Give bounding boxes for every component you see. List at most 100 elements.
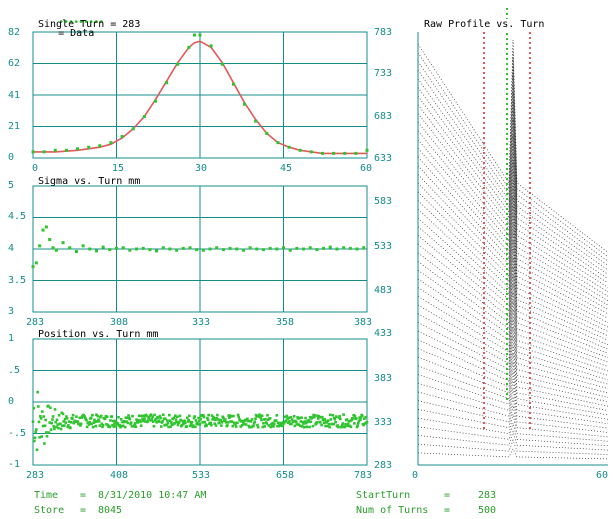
data-point bbox=[187, 418, 190, 422]
data-point bbox=[231, 424, 235, 428]
data-point bbox=[168, 419, 172, 423]
data-point bbox=[142, 115, 146, 119]
data-point bbox=[306, 420, 310, 423]
data-point bbox=[290, 418, 294, 421]
data-point bbox=[136, 421, 140, 424]
data-point bbox=[304, 416, 307, 420]
data-point bbox=[76, 420, 80, 423]
data-point bbox=[309, 150, 313, 154]
data-point bbox=[145, 414, 148, 418]
data-point bbox=[173, 414, 177, 418]
data-point bbox=[196, 421, 199, 425]
data-point bbox=[334, 420, 337, 424]
data-point bbox=[288, 420, 291, 423]
data-point bbox=[71, 417, 74, 420]
profile-line bbox=[417, 344, 609, 407]
data-point bbox=[202, 413, 205, 417]
profile-line bbox=[417, 405, 609, 438]
data-point bbox=[276, 424, 279, 428]
data-point bbox=[141, 246, 145, 250]
data-point bbox=[98, 144, 102, 148]
data-point bbox=[79, 422, 83, 426]
data-point bbox=[155, 249, 159, 253]
data-point bbox=[332, 422, 335, 426]
profile-line bbox=[417, 231, 609, 350]
data-point bbox=[33, 439, 36, 443]
data-point bbox=[198, 419, 201, 423]
data-point bbox=[319, 415, 323, 419]
data-point bbox=[143, 417, 146, 420]
data-point bbox=[161, 420, 164, 423]
data-point bbox=[280, 424, 283, 428]
data-point bbox=[93, 418, 96, 422]
data-point bbox=[166, 421, 170, 425]
data-point bbox=[300, 425, 304, 428]
y-tick-label: 4 bbox=[8, 243, 15, 254]
data-point bbox=[228, 416, 231, 420]
data-point bbox=[216, 418, 220, 421]
num-turns-equals: = bbox=[444, 505, 451, 516]
data-point bbox=[108, 248, 112, 252]
data-point bbox=[60, 411, 64, 415]
y-tick-label: 0 bbox=[8, 396, 15, 407]
data-point bbox=[188, 424, 192, 428]
data-point bbox=[272, 422, 276, 426]
profile-line bbox=[417, 257, 609, 363]
data-point bbox=[244, 423, 248, 426]
data-point bbox=[209, 421, 212, 425]
data-point bbox=[201, 421, 204, 424]
data-point bbox=[278, 424, 282, 427]
data-point bbox=[364, 415, 367, 419]
profile-line bbox=[417, 414, 609, 442]
profile-line bbox=[417, 135, 609, 302]
data-point bbox=[316, 417, 320, 420]
data-point bbox=[352, 413, 355, 417]
data-point bbox=[286, 417, 289, 421]
data-point bbox=[83, 415, 86, 418]
data-point bbox=[255, 414, 259, 418]
right-tick-label: 383 bbox=[374, 373, 393, 384]
profile-line bbox=[417, 266, 609, 367]
data-point bbox=[74, 250, 78, 254]
data-point bbox=[182, 422, 185, 426]
data-point bbox=[65, 417, 69, 420]
data-point bbox=[265, 131, 269, 135]
data-point bbox=[302, 422, 305, 425]
data-point bbox=[189, 420, 192, 424]
data-point bbox=[312, 413, 315, 417]
data-point bbox=[294, 420, 298, 424]
profile-line bbox=[417, 144, 609, 306]
num-turns-label: Num of Turns bbox=[356, 505, 429, 516]
data-point bbox=[62, 420, 66, 423]
data-point bbox=[304, 421, 308, 425]
data-point bbox=[262, 418, 266, 421]
data-point bbox=[241, 248, 245, 252]
data-point bbox=[101, 245, 105, 249]
data-point bbox=[50, 421, 54, 425]
data-point bbox=[94, 249, 98, 253]
data-point bbox=[89, 416, 93, 420]
data-point bbox=[250, 418, 254, 421]
data-point bbox=[302, 425, 306, 429]
data-point bbox=[114, 425, 118, 428]
data-point bbox=[238, 419, 242, 422]
data-point bbox=[237, 415, 241, 419]
data-point bbox=[325, 421, 329, 424]
data-point bbox=[329, 418, 333, 421]
data-point bbox=[72, 421, 76, 425]
data-point bbox=[174, 418, 178, 421]
data-point bbox=[104, 414, 108, 418]
data-point bbox=[340, 423, 344, 427]
data-point bbox=[322, 418, 325, 422]
data-point bbox=[208, 247, 212, 251]
y-tick-label: 62 bbox=[8, 58, 21, 69]
data-point bbox=[336, 425, 340, 429]
profile-line bbox=[417, 161, 609, 315]
x-tick-label: 45 bbox=[280, 163, 293, 174]
data-point bbox=[228, 246, 232, 250]
data-point bbox=[254, 119, 258, 123]
data-point bbox=[187, 45, 191, 49]
profile-line bbox=[417, 57, 609, 262]
y-tick-label: -1 bbox=[8, 459, 21, 470]
data-point bbox=[338, 417, 342, 421]
